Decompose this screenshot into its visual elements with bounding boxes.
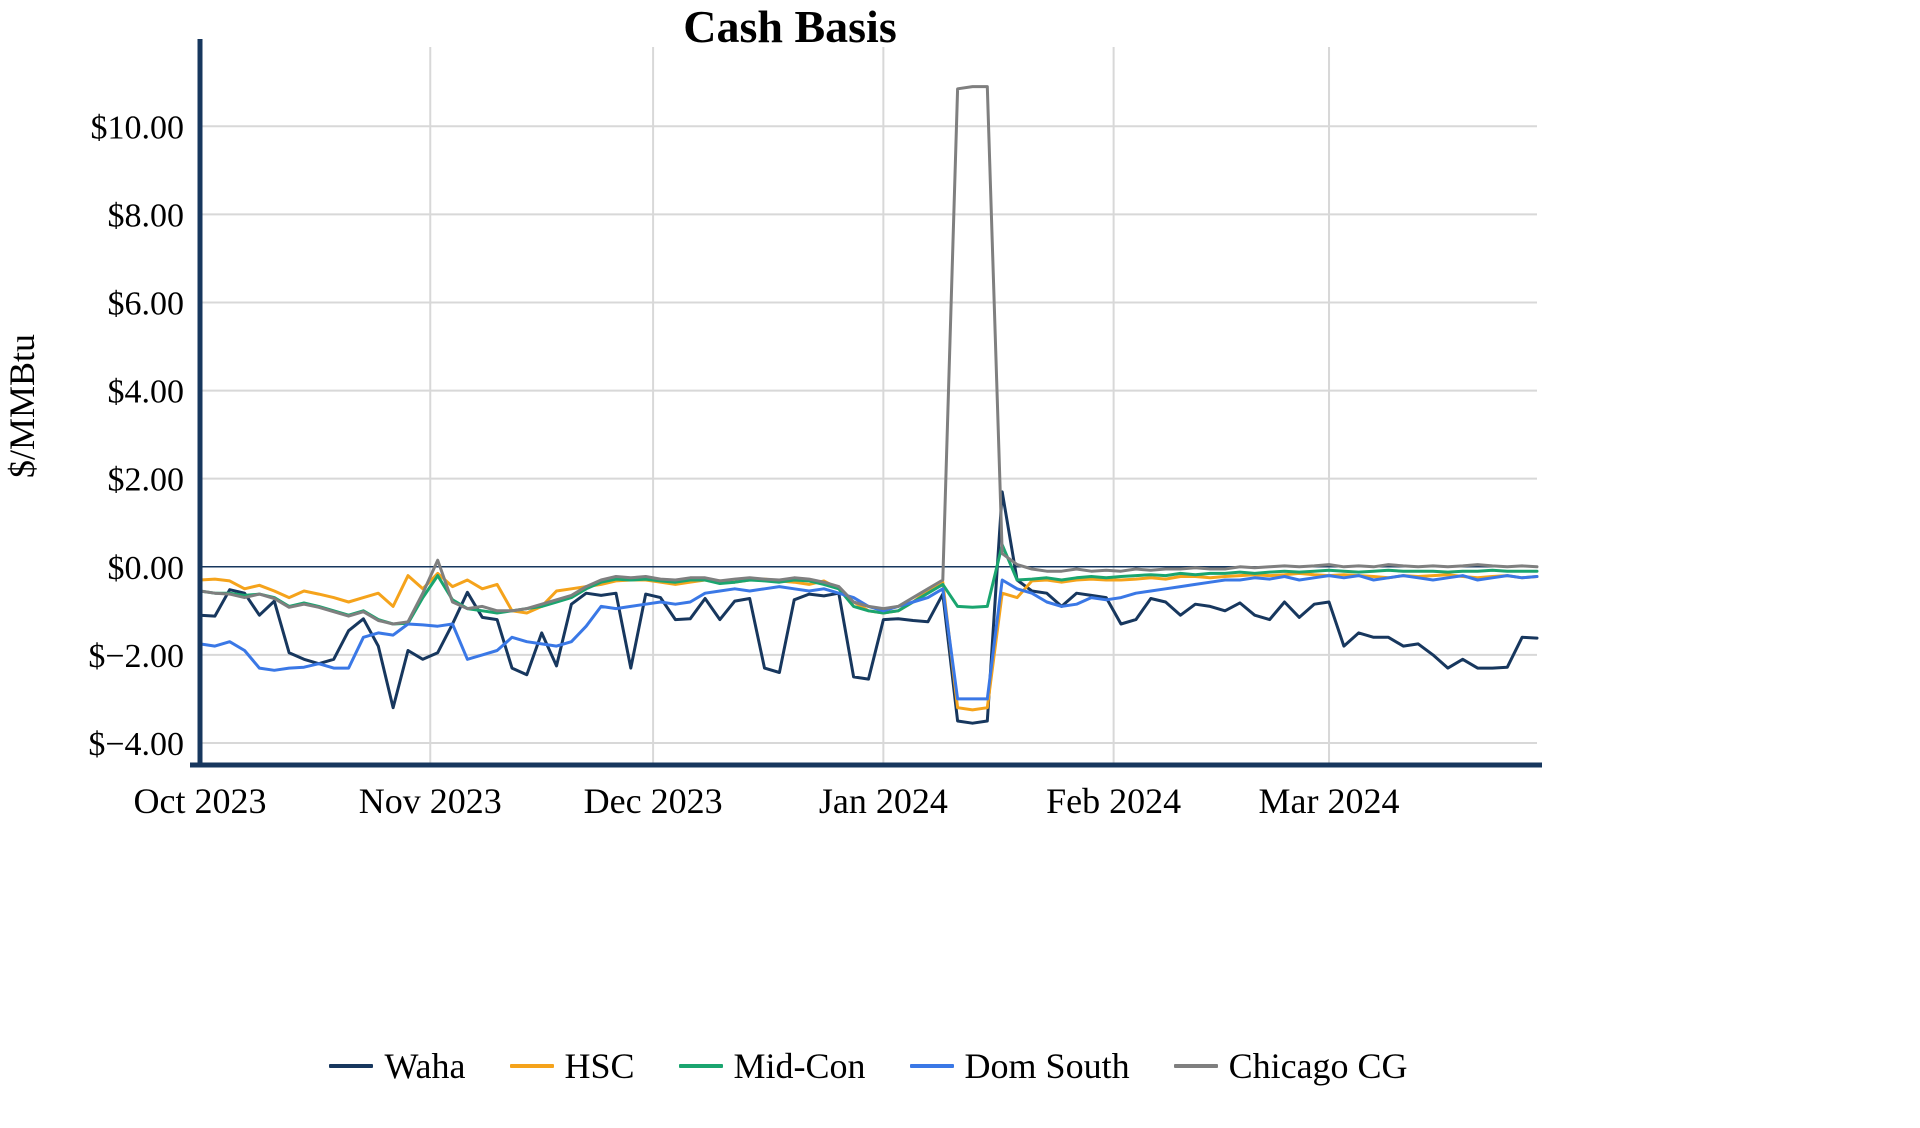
chart-canvas: $10.00 $8.00 $6.00 $4.00 $2.00 $0.00 $−2.00 $−4… [2,1,1542,821]
x-tick-label: Jan 2024 [819,781,948,821]
legend-item-chicago-cg: Chicago CG [1173,1045,1408,1087]
legend-swatch-chicago-cg [1173,1064,1218,1068]
x-tick-label: Mar 2024 [1259,781,1400,821]
legend-label: Mid-Con [733,1046,866,1086]
y-tick-label: $0.00 [108,550,185,587]
tick-labels-layer: $10.00 $8.00 $6.00 $4.00 $2.00 $0.00 $−2.00 $−4… [88,109,1399,821]
y-tick-label: $8.00 [108,197,185,234]
y-tick-label: $2.00 [108,462,185,499]
legend: Waha HSC Mid-Con Dom South Chicago CG [200,1038,1537,1094]
axis-layer [190,39,1542,768]
series-line-hsc [198,571,1539,712]
x-tick-label: Dec 2023 [584,781,723,821]
legend-swatch-hsc [509,1064,554,1068]
legend-item-hsc: HSC [509,1045,635,1087]
legend-swatch-waha [329,1064,374,1068]
legend-label: Chicago CG [1228,1046,1408,1086]
series-layer [198,85,1539,725]
legend-label: Dom South [964,1046,1130,1086]
legend-swatch-dom-south [909,1064,954,1068]
y-tick-label: $6.00 [108,285,185,322]
legend-item-dom-south: Dom South [909,1045,1130,1087]
y-tick-label: $−2.00 [88,638,184,675]
y-tick-label: $4.00 [108,374,185,411]
y-tick-label: $−4.00 [88,726,184,763]
legend-swatch-mid-con [678,1064,723,1068]
x-tick-label: Feb 2024 [1046,781,1181,821]
series-line-chicago-cg [198,85,1539,626]
chart-title: Cash Basis [683,1,896,52]
x-tick-label: Oct 2023 [134,781,267,821]
series-line-mid-con [198,543,1539,626]
y-axis-label: $/MMBtu [2,334,42,478]
x-tick-label: Nov 2023 [359,781,502,821]
legend-label: HSC [564,1046,635,1086]
y-tick-label: $10.00 [91,109,185,146]
legend-label: Waha [384,1046,466,1086]
grid-layer [200,47,1537,765]
legend-item-waha: Waha [329,1045,466,1087]
legend-item-mid-con: Mid-Con [678,1045,866,1087]
series-line-waha [198,490,1539,725]
